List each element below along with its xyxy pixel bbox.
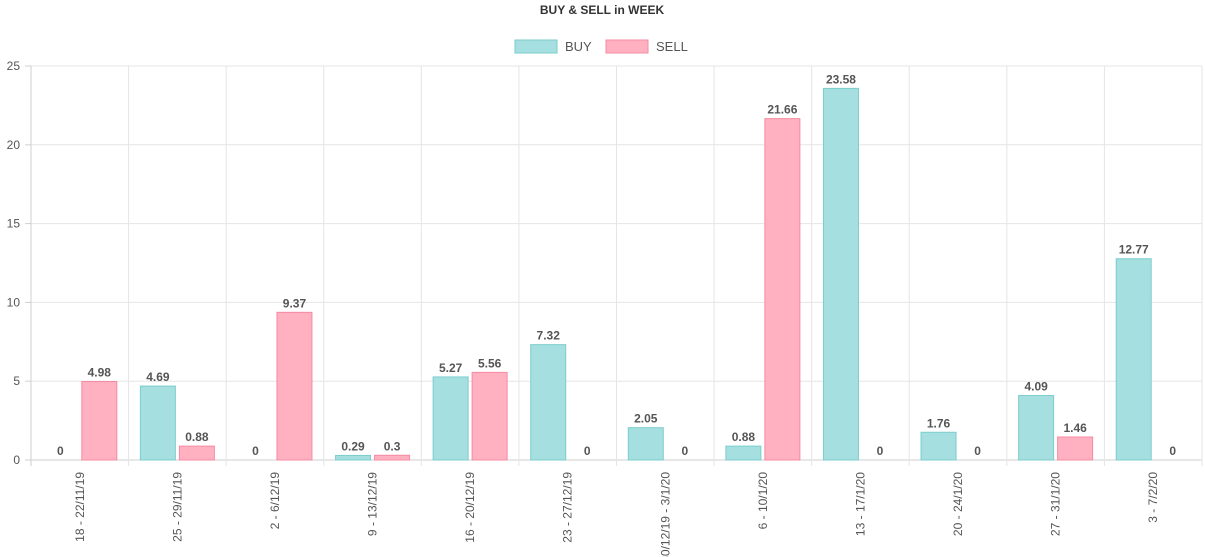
data-label-sell-9: 0 — [974, 444, 981, 458]
y-tick-label: 0 — [13, 453, 20, 467]
data-label-buy-5: 7.32 — [537, 329, 561, 343]
x-tick-label: 13 - 17/1/20 — [853, 472, 867, 536]
data-label-sell-11: 0 — [1169, 444, 1176, 458]
x-tick-label: 25 - 29/11/19 — [170, 472, 184, 542]
bar-buy-3[interactable] — [335, 454, 372, 461]
legend-item-sell[interactable]: SELL — [605, 39, 688, 54]
data-label-buy-6: 2.05 — [634, 412, 658, 426]
x-tick-label: 2 - 6/12/19 — [268, 472, 282, 530]
data-label-sell-1: 0.88 — [185, 430, 209, 444]
x-tick-label: 9 - 13/12/19 — [366, 472, 380, 536]
legend-item-buy[interactable]: BUY — [514, 39, 592, 54]
data-label-sell-10: 1.46 — [1063, 421, 1087, 435]
data-label-buy-11: 12.77 — [1119, 243, 1149, 257]
x-tick-label: 16 - 20/12/19 — [463, 472, 477, 543]
data-label-buy-3: 0.29 — [341, 439, 365, 453]
data-label-sell-6: 0 — [681, 444, 688, 458]
data-labels: 0 4.98 4.69 0.88 0 9.37 0.29 0.3 5.27 5.56 7.32 0 2.… — [57, 72, 1176, 458]
data-label-sell-4: 5.56 — [478, 356, 502, 370]
x-tick-label: 30/12/19 - 3/1/20 — [658, 472, 672, 557]
x-tick-label: 27 - 31/1/20 — [1049, 472, 1063, 536]
legend-label-buy: BUY — [565, 39, 592, 54]
bar-buy-10[interactable] — [1018, 395, 1055, 461]
data-label-buy-4: 5.27 — [439, 361, 463, 375]
y-tick-label: 5 — [13, 374, 20, 388]
x-axis: 18 - 22/11/19 25 - 29/11/19 2 - 6/12/19 9 -… — [73, 472, 1160, 557]
data-label-sell-7: 21.66 — [767, 103, 797, 117]
data-label-buy-2: 0 — [252, 444, 259, 458]
y-tick-label: 10 — [7, 295, 21, 309]
data-label-sell-3: 0.3 — [384, 439, 401, 453]
bar-sell-0[interactable] — [81, 381, 118, 461]
data-label-buy-10: 4.09 — [1024, 380, 1048, 394]
x-tick-label: 23 - 27/12/19 — [561, 472, 575, 543]
data-label-sell-8: 0 — [877, 444, 884, 458]
data-label-buy-1: 4.69 — [146, 370, 170, 384]
x-tick-label: 3 - 7/2/20 — [1146, 472, 1160, 523]
bar-buy-5[interactable] — [530, 344, 567, 461]
bar-buy-9[interactable] — [920, 431, 957, 461]
y-tick-label: 25 — [7, 59, 21, 73]
y-tick-label: 20 — [7, 138, 21, 152]
bar-sell-7[interactable] — [764, 118, 801, 461]
x-tick-label: 20 - 24/1/20 — [951, 472, 965, 536]
y-axis: 0 5 10 15 20 25 — [7, 59, 31, 467]
data-label-sell-2: 9.37 — [283, 296, 307, 310]
gridlines — [30, 65, 1203, 466]
data-label-sell-0: 4.98 — [88, 366, 112, 380]
bar-sell-3[interactable] — [374, 454, 411, 461]
legend-swatch-buy — [514, 39, 558, 54]
legend: BUY SELL — [514, 39, 688, 54]
data-label-buy-9: 1.76 — [927, 416, 951, 430]
x-tick-label: 18 - 22/11/19 — [73, 472, 87, 542]
legend-label-sell: SELL — [656, 39, 688, 54]
y-tick-label: 15 — [7, 217, 21, 231]
data-label-sell-5: 0 — [584, 444, 591, 458]
data-label-buy-0: 0 — [57, 444, 64, 458]
bar-buy-6[interactable] — [627, 427, 664, 461]
x-tick-label: 6 - 10/1/20 — [756, 472, 770, 530]
data-label-buy-8: 23.58 — [826, 72, 856, 86]
bar-sell-2[interactable] — [276, 311, 313, 461]
bar-buy-1[interactable] — [139, 385, 176, 461]
bar-sell-1[interactable] — [178, 445, 215, 461]
bar-buy-11[interactable] — [1115, 258, 1152, 461]
bars — [81, 87, 1152, 461]
legend-swatch-sell — [605, 39, 649, 54]
data-label-buy-7: 0.88 — [732, 430, 756, 444]
bar-buy-4[interactable] — [432, 376, 469, 461]
bar-sell-4[interactable] — [471, 371, 508, 461]
chart-title: BUY & SELL in WEEK — [540, 3, 665, 17]
bar-sell-10[interactable] — [1057, 436, 1094, 461]
bar-buy-7[interactable] — [725, 445, 762, 461]
bar-buy-8[interactable] — [822, 87, 859, 461]
